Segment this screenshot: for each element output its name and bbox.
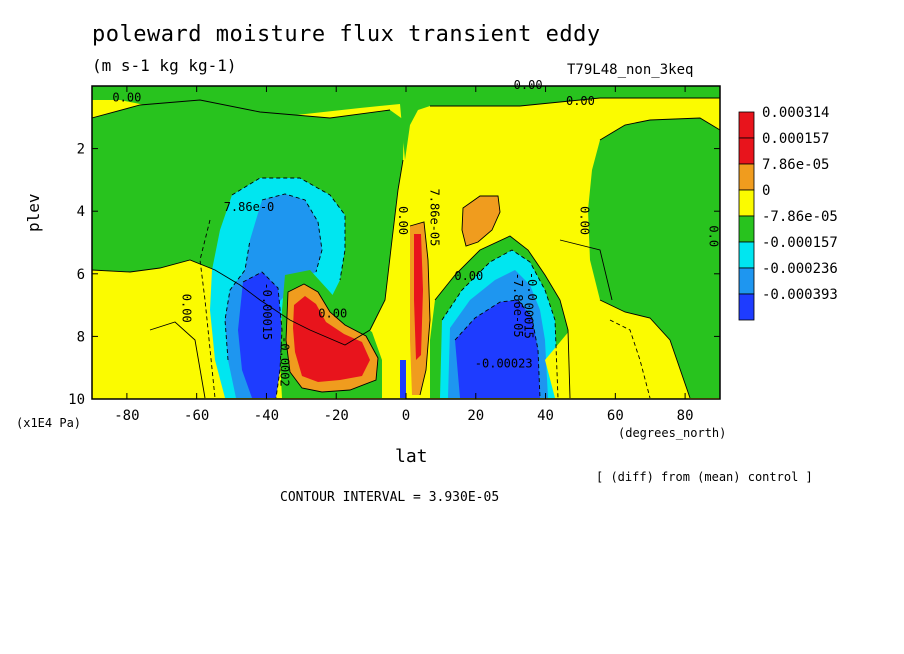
contour-line-dashed [454, 299, 541, 399]
contour-label: 0.00 [514, 78, 543, 92]
contour-line [285, 283, 379, 393]
contour-label: -7.86e-05 [511, 273, 525, 338]
legend-label: -7.86e-05 [762, 209, 838, 225]
legend-label: 0.000157 [762, 131, 829, 147]
legend-swatch [738, 137, 755, 165]
legend-label: 7.86e-05 [762, 157, 829, 173]
chart-units: (m s-1 kg kg-1) [92, 56, 237, 75]
y-tick-label: 6 [77, 267, 85, 283]
x-axis-units: (degrees_north) [618, 426, 727, 440]
contour-line [461, 195, 501, 247]
contour-line-dashed [242, 271, 283, 399]
contour-label: 0.00 [112, 91, 141, 105]
contour-line-dashed [231, 177, 346, 281]
region-north-blue [455, 300, 540, 398]
diff-note: [ (diff) from (mean) control ] [596, 470, 813, 484]
contour-label: -0.00023 [475, 357, 533, 371]
contour-line-dashed [609, 319, 651, 399]
y-tick-label: 4 [77, 204, 85, 220]
contour-label: 7.86e-05 [427, 189, 441, 247]
x-tick-label: 0 [402, 408, 410, 424]
contour-label: 0.00 [454, 269, 483, 283]
region-south-blue [238, 272, 282, 398]
legend-label: -0.000236 [762, 261, 838, 277]
contour-line [92, 159, 404, 346]
x-tick-label: -40 [254, 408, 279, 424]
legend-label: -0.000157 [762, 235, 838, 251]
legend-label: 0 [762, 183, 770, 199]
contour-line [599, 299, 691, 399]
x-axis-label: lat [395, 446, 428, 467]
contour-label: 0.00 [577, 206, 591, 235]
x-tick-label: 40 [537, 408, 554, 424]
contour-label: 7.86e-0 [224, 200, 275, 214]
contour-line-dashed [441, 249, 559, 399]
chart-title: poleward moisture flux transient eddy [92, 22, 601, 47]
region-north-right-green [588, 118, 720, 398]
y-tick-label: 8 [77, 329, 85, 345]
legend-label: -0.000393 [762, 287, 838, 303]
contour-line [430, 97, 720, 107]
contour-line [434, 235, 571, 399]
y-tick-label: 2 [77, 142, 85, 158]
x-tick-label: 20 [467, 408, 484, 424]
x-tick-label: 60 [607, 408, 624, 424]
contour-line [149, 321, 206, 399]
contour-label: 0.00 [318, 307, 347, 321]
y-tick-label: 10 [68, 392, 85, 408]
region-north-orange [462, 196, 500, 246]
contour-line [92, 99, 391, 119]
contour-label: 0.00 [180, 294, 194, 323]
legend-swatch [738, 111, 755, 139]
x-tick-label: -20 [324, 408, 349, 424]
contour-line [409, 221, 431, 396]
legend-swatch [738, 293, 755, 321]
x-tick-label: 80 [677, 408, 694, 424]
legend-swatch [738, 241, 755, 269]
contour-label: -0.0 [525, 272, 539, 301]
region-top-green [92, 86, 720, 160]
contour-line-dashed [261, 193, 323, 273]
legend-swatch [738, 189, 755, 217]
contour-label: -0.00015 [260, 282, 274, 340]
legend-swatch [738, 267, 755, 295]
contour-line-dashed [224, 239, 251, 361]
contour-label: 0.00 [396, 206, 410, 235]
contour-label: -0.0002 [277, 336, 291, 387]
region-eq-blue [400, 360, 406, 398]
region-eq-red [414, 234, 423, 360]
region-north-yellow-low [545, 300, 700, 398]
contour-line [559, 239, 613, 301]
contour-line [599, 117, 720, 141]
run-label: T79L48_non_3keq [567, 62, 694, 78]
region-south-yellow [92, 262, 225, 398]
legend-label: 0.000314 [762, 105, 829, 121]
contour-label: 00015 [522, 303, 536, 339]
y-axis-units: (x1E4 Pa) [16, 416, 82, 430]
x-tick-label: -80 [114, 408, 139, 424]
x-tick-label: -60 [184, 408, 209, 424]
contour-label: 0.0 [707, 225, 721, 247]
contour-label: 0.00 [566, 94, 595, 108]
legend-swatch [738, 215, 755, 243]
legend-swatch [738, 163, 755, 191]
contour-interval: CONTOUR INTERVAL = 3.930E-05 [280, 490, 500, 505]
